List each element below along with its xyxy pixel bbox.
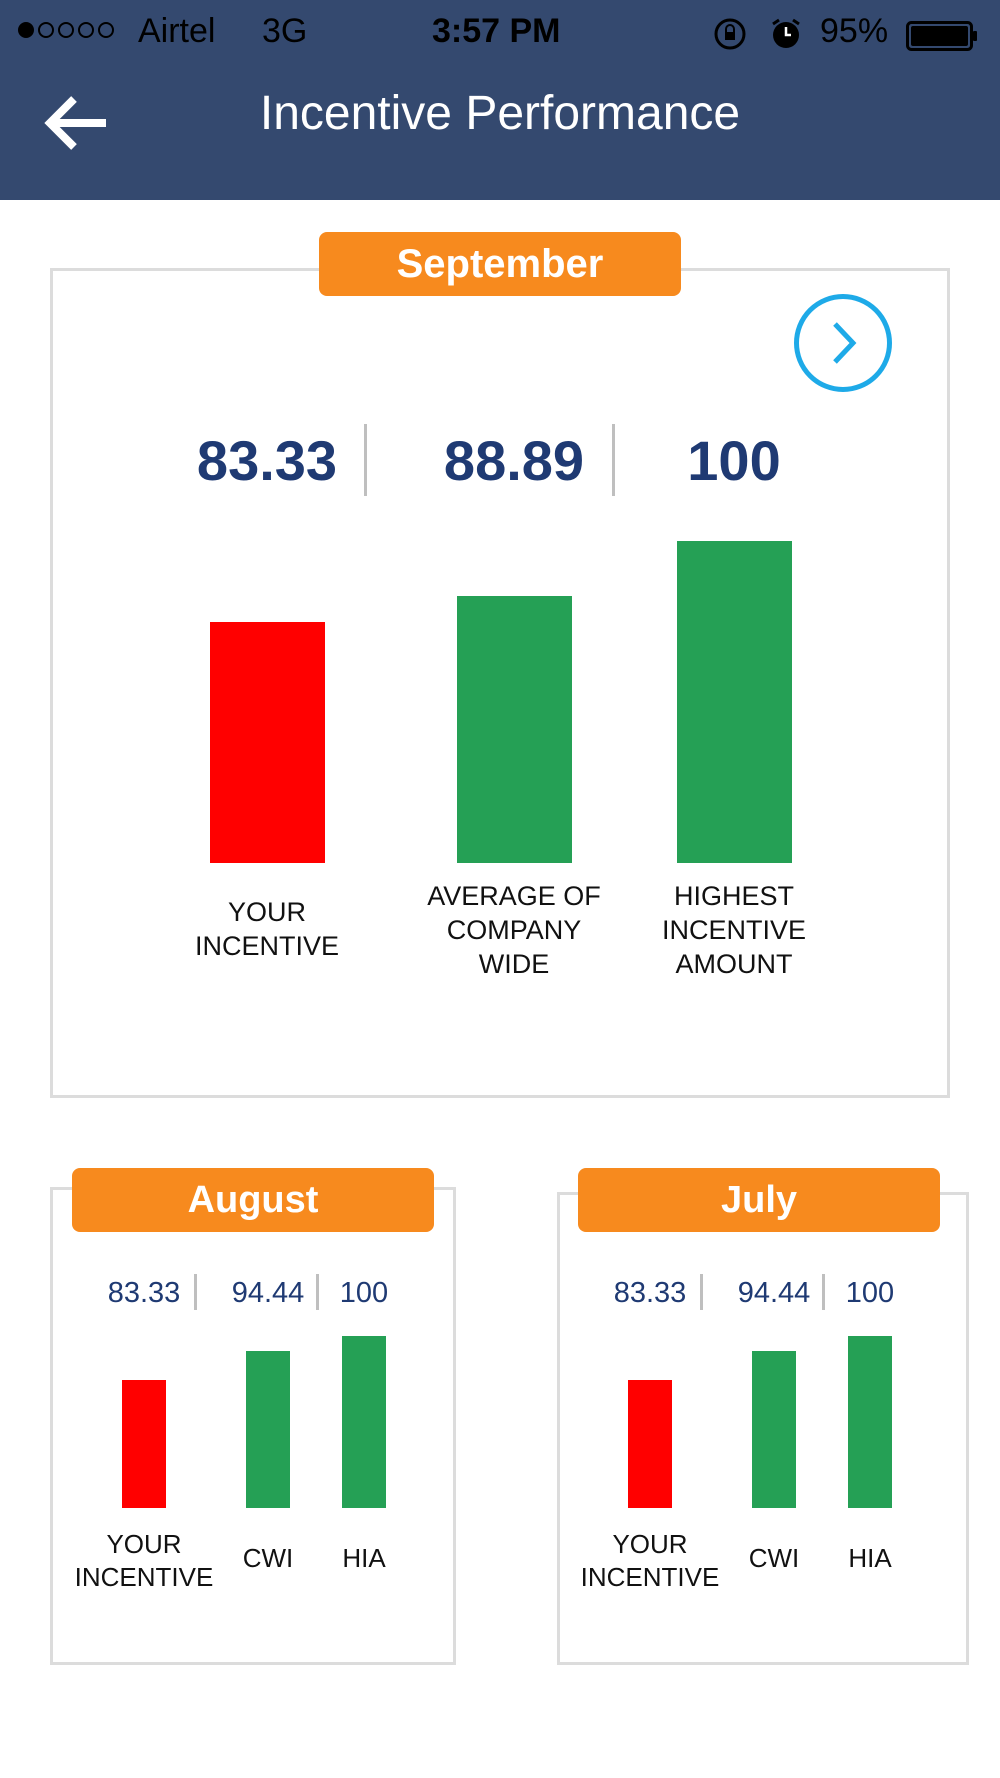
july-your-incentive-bar bbox=[628, 1380, 672, 1508]
august-value-divider bbox=[316, 1274, 319, 1310]
label-line: COMPANY bbox=[446, 914, 582, 945]
july-value-divider bbox=[700, 1274, 703, 1310]
label-line: CWI bbox=[242, 1543, 294, 1573]
label-line: AVERAGE OF bbox=[427, 881, 601, 911]
label-line: HIGHEST bbox=[673, 881, 794, 911]
july-your-incentive-value: 83.33 bbox=[613, 1277, 687, 1309]
label-line: YOUR bbox=[106, 1529, 182, 1559]
september-company-wide-average-bar bbox=[456, 596, 572, 863]
august-highest-incentive-bar bbox=[342, 1336, 386, 1508]
month-badge-august: August bbox=[72, 1168, 434, 1232]
september-highest-incentive-bar bbox=[676, 541, 792, 863]
august-highest-incentive-label: HIA bbox=[264, 1542, 464, 1575]
label-line: HIA bbox=[848, 1543, 892, 1573]
august-value-divider bbox=[194, 1274, 197, 1310]
label-line: WIDE bbox=[478, 948, 550, 979]
july-company-wide-average-bar bbox=[752, 1351, 796, 1508]
month-badge-july: July bbox=[578, 1168, 940, 1232]
august-your-incentive-label: YOUR INCENTIVE bbox=[44, 1528, 244, 1593]
july-value-divider bbox=[822, 1274, 825, 1310]
month-badge-september: September bbox=[319, 232, 681, 296]
july-highest-incentive-value: 100 bbox=[845, 1277, 895, 1309]
label-line: CWI bbox=[748, 1543, 800, 1573]
status-bar: Airtel 3G 3:57 PM 95% bbox=[0, 8, 1000, 58]
september-company-wide-average-label: AVERAGE OF COMPANY WIDE bbox=[414, 880, 614, 981]
rotation-lock-icon bbox=[714, 18, 746, 50]
chevron-right-circle-icon bbox=[833, 322, 857, 364]
next-month-button[interactable] bbox=[794, 294, 892, 392]
alarm-icon bbox=[772, 18, 800, 48]
carrier-name: Airtel bbox=[138, 12, 216, 50]
app-header: Airtel 3G 3:57 PM 95% Incentive Performa… bbox=[0, 0, 1000, 200]
back-button[interactable] bbox=[42, 88, 112, 158]
label-line: HIA bbox=[342, 1543, 386, 1573]
july-highest-incentive-bar bbox=[848, 1336, 892, 1508]
arrow-left-icon bbox=[44, 96, 106, 150]
september-your-incentive-bar bbox=[209, 622, 325, 863]
august-company-wide-average-value: 94.44 bbox=[231, 1277, 305, 1309]
september-company-wide-average-value: 88.89 bbox=[443, 429, 585, 492]
august-your-incentive-bar bbox=[122, 1380, 166, 1508]
august-company-wide-average-label: CWI bbox=[168, 1542, 368, 1575]
july-company-wide-average-label: CWI bbox=[674, 1542, 874, 1575]
july-company-wide-average-value: 94.44 bbox=[737, 1277, 811, 1309]
label-line: INCENTIVE bbox=[580, 1561, 720, 1592]
label-line: INCENTIVE bbox=[194, 930, 340, 961]
status-time: 3:57 PM bbox=[432, 12, 561, 50]
august-company-wide-average-bar bbox=[246, 1351, 290, 1508]
september-highest-incentive-label: HIGHEST INCENTIVE AMOUNT bbox=[634, 880, 834, 981]
september-value-divider bbox=[364, 424, 367, 496]
battery-percent: 95% bbox=[820, 12, 889, 50]
august-highest-incentive-value: 100 bbox=[339, 1277, 389, 1309]
label-line: INCENTIVE bbox=[74, 1561, 214, 1592]
july-your-incentive-label: YOUR INCENTIVE bbox=[550, 1528, 750, 1593]
signal-strength-icon bbox=[18, 22, 114, 38]
september-value-divider bbox=[612, 424, 615, 496]
battery-icon bbox=[906, 21, 977, 51]
label-line: YOUR bbox=[612, 1529, 688, 1559]
september-your-incentive-value: 83.33 bbox=[196, 429, 338, 492]
network-type: 3G bbox=[262, 12, 308, 50]
august-your-incentive-value: 83.33 bbox=[107, 1277, 181, 1309]
label-line: INCENTIVE bbox=[661, 914, 807, 945]
label-line: AMOUNT bbox=[675, 948, 793, 979]
september-your-incentive-label: YOUR INCENTIVE bbox=[167, 896, 367, 964]
july-highest-incentive-label: HIA bbox=[770, 1542, 970, 1575]
label-line: YOUR bbox=[227, 897, 306, 927]
page-title: Incentive Performance bbox=[259, 87, 741, 140]
september-highest-incentive-value: 100 bbox=[687, 429, 781, 492]
